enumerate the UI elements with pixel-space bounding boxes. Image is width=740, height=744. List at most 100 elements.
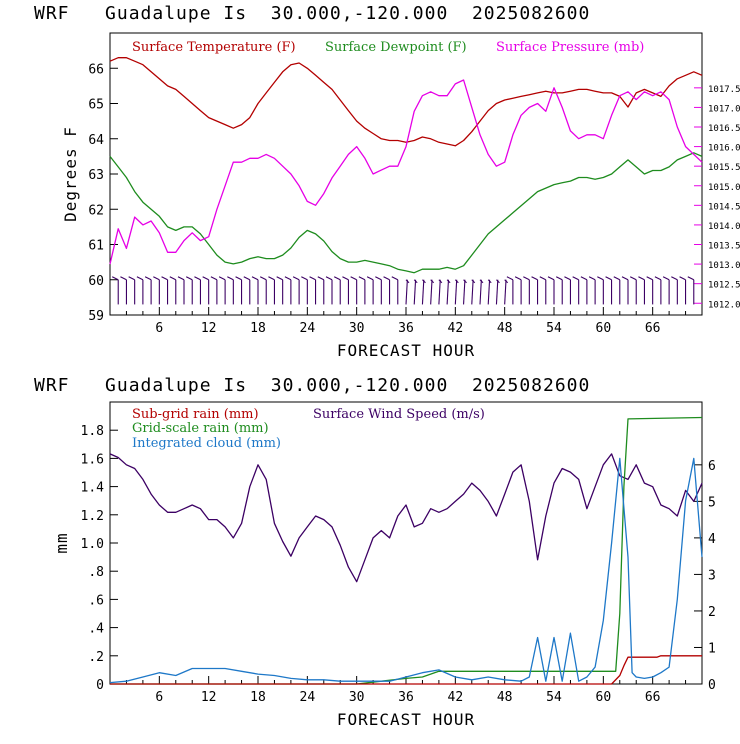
wind-barb <box>438 279 443 305</box>
bottom-x-axis-label: FORECAST HOUR <box>337 710 475 729</box>
wind-barb <box>514 276 522 305</box>
wind-barb <box>613 276 621 305</box>
right-tick-label: 1013.5 <box>708 242 740 252</box>
wind-barb <box>629 276 637 305</box>
wind-barb <box>317 276 325 305</box>
x-tick-label-66: 66 <box>645 321 661 336</box>
wind-barb <box>218 276 226 305</box>
wind-barb <box>471 279 476 305</box>
x-tick-label-18: 18 <box>250 690 266 705</box>
wind-barb <box>479 279 484 305</box>
wind-barb <box>235 276 243 305</box>
wind-barb <box>185 276 193 305</box>
wind-barb <box>243 276 251 305</box>
series-line-surface-wind-speed-m-s <box>109 453 703 583</box>
bottom-y-axis-label: mm <box>52 532 71 553</box>
left-tick-label: .4 <box>88 622 104 637</box>
right-tick-label: 1015.5 <box>708 163 740 173</box>
right-tick-label: 1016.5 <box>708 124 740 134</box>
wind-barb <box>504 279 509 305</box>
wind-barb <box>671 276 678 305</box>
left-tick-label: 59 <box>88 309 104 324</box>
left-tick-label: .8 <box>88 565 104 580</box>
x-tick-label-54: 54 <box>546 321 562 336</box>
right-tick-label: 6 <box>708 459 716 474</box>
wind-barb <box>506 276 514 305</box>
right-tick-label: 1014.5 <box>708 202 740 212</box>
right-tick-label: 1015.0 <box>708 183 740 193</box>
wind-barb <box>284 276 292 305</box>
wind-barb <box>605 276 613 305</box>
left-tick-label: 1.8 <box>81 424 104 439</box>
x-tick-label-48: 48 <box>497 690 513 705</box>
temperature-panel: WRF Guadalupe Is 30.000,-120.000 2025082… <box>34 3 740 360</box>
x-tick-label-12: 12 <box>201 321 217 336</box>
wind-barb <box>144 276 152 305</box>
right-tick-label: 1014.0 <box>708 222 740 232</box>
wind-barb <box>128 276 136 305</box>
wind-barb <box>547 276 555 305</box>
wind-barb <box>153 276 160 305</box>
wind-barb <box>383 276 391 305</box>
wind-barb <box>430 279 435 305</box>
x-tick-label-54: 54 <box>546 690 562 705</box>
x-tick-label-36: 36 <box>398 690 414 705</box>
wind-barb <box>580 276 588 305</box>
right-tick-label: 5 <box>708 495 716 510</box>
wind-barb <box>251 276 259 305</box>
right-tick-label: 0 <box>708 678 716 693</box>
legend-subgrid-rain: Sub-grid rain (mm) <box>132 407 259 422</box>
x-tick-label-30: 30 <box>349 321 365 336</box>
wind-barb <box>413 279 418 305</box>
wind-barb <box>572 276 580 305</box>
wind-barb <box>342 276 349 305</box>
wind-barb <box>555 276 563 305</box>
left-tick-label: .6 <box>88 593 104 608</box>
wind-barb <box>621 276 629 305</box>
wind-barb <box>210 276 218 305</box>
wind-barb <box>120 276 127 305</box>
wind-barb <box>227 276 234 305</box>
wind-barb <box>177 276 185 305</box>
x-tick-label-48: 48 <box>497 321 513 336</box>
wind-barb <box>662 276 670 305</box>
left-tick-label: 0 <box>96 678 104 693</box>
wind-barb <box>597 276 604 305</box>
series-line-surface-pressure-mb <box>109 79 703 265</box>
legend-surface-wind-speed: Surface Wind Speed (m/s) <box>313 407 485 422</box>
x-tick-label-60: 60 <box>596 321 612 336</box>
right-tick-label: 2 <box>708 605 716 620</box>
left-tick-label: 62 <box>88 203 104 218</box>
wind-barb <box>679 276 687 305</box>
left-tick-label: .2 <box>88 650 104 665</box>
series-line-integrated-cloud-mm <box>109 457 703 684</box>
wind-barb <box>531 276 539 305</box>
top-y-axis-label: Degrees F <box>61 126 80 222</box>
right-tick-label: 1 <box>708 641 716 656</box>
wind-barb <box>259 276 267 305</box>
wind-barb <box>169 276 177 305</box>
right-tick-label: 1013.0 <box>708 261 740 271</box>
wind-barb <box>202 276 210 305</box>
x-tick-label-12: 12 <box>201 690 217 705</box>
wind-barb <box>687 276 695 305</box>
wind-barb <box>638 276 645 305</box>
right-tick-label: 1017.5 <box>708 85 740 95</box>
wind-barb <box>301 276 308 305</box>
series-line-sub-grid-rain-mm <box>110 655 702 685</box>
wind-barb <box>454 279 459 305</box>
legend-gridscale-rain: Grid-scale rain (mm) <box>132 421 269 436</box>
wind-barb <box>405 279 410 305</box>
wind-barb <box>136 276 144 305</box>
x-tick-label-6: 6 <box>155 690 163 705</box>
bottom-chart-title: WRF Guadalupe Is 30.000,-120.000 2025082… <box>34 375 590 396</box>
left-tick-label: 1.6 <box>81 452 104 467</box>
wind-barb <box>292 276 300 305</box>
x-tick-label-18: 18 <box>250 321 266 336</box>
series-line-surface-temperature-f <box>109 57 703 147</box>
x-tick-label-24: 24 <box>300 690 316 705</box>
wind-barb <box>539 276 547 305</box>
wind-barb <box>276 276 284 305</box>
wind-barb <box>523 276 530 305</box>
